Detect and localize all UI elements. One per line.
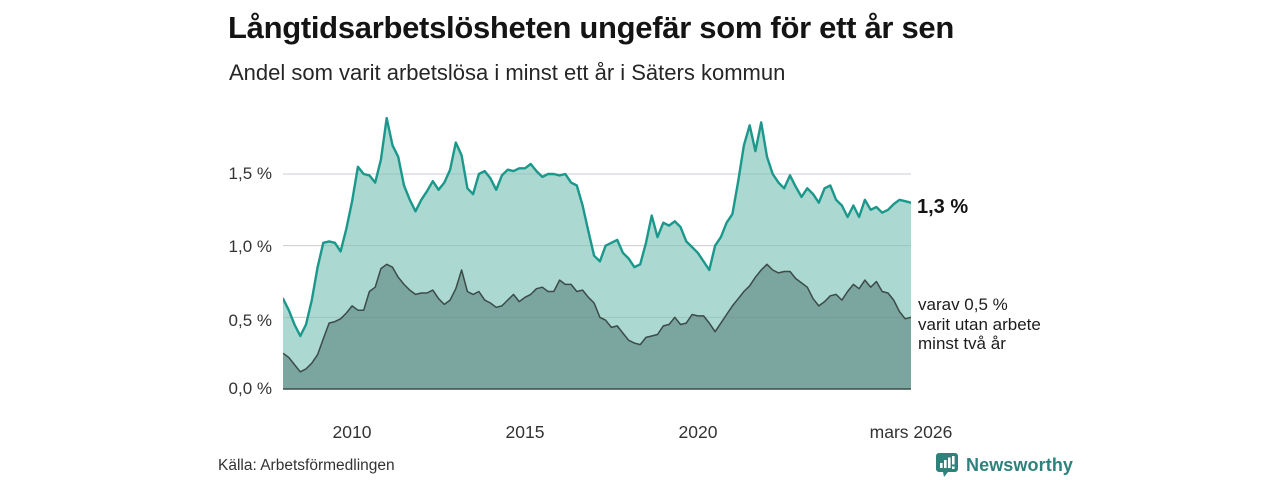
annotation-line: varit utan arbete: [918, 314, 1041, 334]
x-tick-label: 2015: [505, 422, 545, 442]
x-tick-label: 2020: [678, 422, 718, 442]
chart-subtitle: Andel som varit arbetslösa i minst ett å…: [229, 60, 786, 85]
x-tick-label: 2010: [332, 422, 372, 442]
unemployment-area-chart: [283, 116, 911, 390]
secondary-series-annotation: varav 0,5 % varit utan arbete minst två …: [918, 295, 1041, 354]
newsworthy-brand-text: Newsworthy: [966, 455, 1074, 475]
chart-title: Långtidsarbetslösheten ungefär som för e…: [228, 10, 955, 45]
y-tick-label: 0,0 %: [228, 379, 272, 398]
y-tick-label: 1,5 %: [228, 164, 272, 183]
source-attribution: Källa: Arbetsförmedlingen: [218, 457, 395, 474]
newsworthy-brand: Newsworthy: [935, 452, 1073, 478]
y-tick-label: 0,5 %: [228, 311, 272, 330]
y-tick-label: 1,0 %: [228, 237, 272, 256]
newsworthy-logo-icon: [936, 453, 958, 477]
x-tick-label: mars 2026: [869, 422, 953, 442]
annotation-line: varav 0,5 %: [918, 295, 1008, 314]
annotation-line: minst två år: [918, 334, 1006, 353]
latest-value-annotation: 1,3 %: [917, 196, 969, 218]
